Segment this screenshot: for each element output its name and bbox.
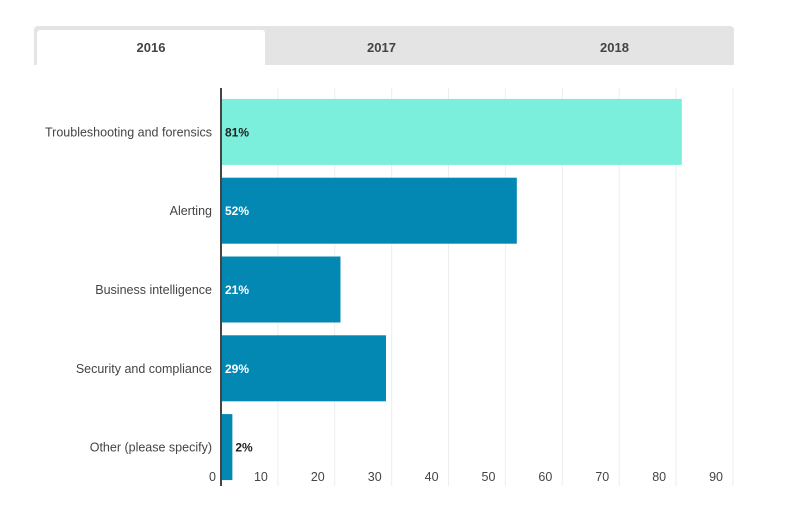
bar[interactable] (221, 177, 517, 244)
x-tick-label: 50 (482, 470, 496, 484)
tab-2017[interactable]: 2017 (367, 40, 396, 55)
category-label: Alerting (170, 204, 212, 218)
year-tab-bar: 2016 2017 2018 (34, 26, 734, 65)
x-tick-label: 10 (254, 470, 268, 484)
bar[interactable] (221, 256, 341, 323)
x-tick-label: 60 (538, 470, 552, 484)
value-labels: 81% 52% 21% 29% 2% (225, 125, 253, 454)
bars (221, 98, 682, 481)
value-label: 81% (225, 125, 249, 139)
category-label: Other (please specify) (90, 441, 212, 455)
x-tick-labels: 0 10 20 30 40 50 60 70 80 90 (209, 470, 723, 484)
category-label: Troubleshooting and forensics (45, 125, 212, 139)
x-tick-label: 70 (595, 470, 609, 484)
x-tick-label: 80 (652, 470, 666, 484)
category-labels: Troubleshooting and forensics Alerting Bus… (45, 125, 212, 454)
bar[interactable] (221, 335, 386, 402)
x-tick-label: 90 (709, 470, 723, 484)
bar[interactable] (221, 414, 233, 481)
x-tick-label: 40 (425, 470, 439, 484)
value-label: 2% (235, 441, 253, 455)
value-label: 52% (225, 204, 249, 218)
x-tick-label: 20 (311, 470, 325, 484)
x-tick-label: 0 (209, 470, 216, 484)
value-label: 29% (225, 362, 249, 376)
value-label: 21% (225, 283, 249, 297)
category-label: Business intelligence (95, 283, 212, 297)
tab-2016[interactable]: 2016 (37, 30, 265, 65)
bar[interactable] (221, 98, 682, 165)
x-tick-label: 30 (368, 470, 382, 484)
tab-2018[interactable]: 2018 (600, 40, 629, 55)
category-label: Security and compliance (76, 362, 212, 376)
